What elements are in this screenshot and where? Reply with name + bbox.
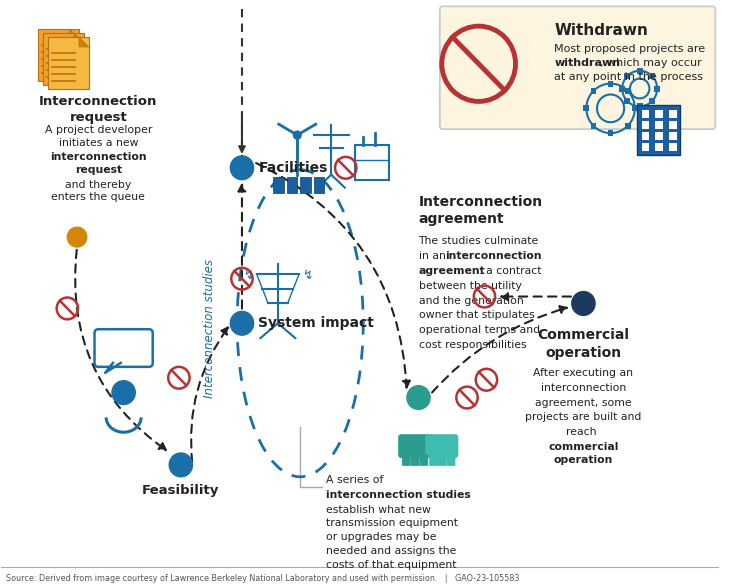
FancyBboxPatch shape xyxy=(642,121,650,129)
Text: System impact: System impact xyxy=(258,316,374,331)
Text: withdrawn: withdrawn xyxy=(554,58,620,68)
Text: interconnection studies: interconnection studies xyxy=(326,490,471,500)
Text: projects are built and: projects are built and xyxy=(525,413,642,423)
FancyBboxPatch shape xyxy=(420,454,428,466)
FancyBboxPatch shape xyxy=(637,103,642,110)
Text: agreement, some: agreement, some xyxy=(535,397,632,407)
Text: operational terms and: operational terms and xyxy=(419,325,539,335)
Circle shape xyxy=(67,227,87,247)
Text: ↯: ↯ xyxy=(243,269,254,282)
FancyBboxPatch shape xyxy=(273,177,283,193)
FancyBboxPatch shape xyxy=(583,105,589,111)
FancyBboxPatch shape xyxy=(642,110,650,118)
Text: Source: Derived from image courtesy of Lawrence Berkeley National Laboratory and: Source: Derived from image courtesy of L… xyxy=(6,574,519,583)
FancyBboxPatch shape xyxy=(649,98,655,104)
FancyBboxPatch shape xyxy=(655,143,663,151)
Circle shape xyxy=(230,311,254,335)
FancyBboxPatch shape xyxy=(669,121,676,129)
FancyBboxPatch shape xyxy=(591,123,596,129)
FancyBboxPatch shape xyxy=(48,37,89,88)
FancyBboxPatch shape xyxy=(429,454,438,466)
FancyBboxPatch shape xyxy=(669,132,676,140)
Circle shape xyxy=(407,386,430,410)
Circle shape xyxy=(230,156,254,180)
Text: interconnection: interconnection xyxy=(445,251,542,261)
Text: Interconnection studies: Interconnection studies xyxy=(204,259,217,398)
FancyBboxPatch shape xyxy=(440,6,716,129)
Text: ↯: ↯ xyxy=(302,269,312,282)
FancyBboxPatch shape xyxy=(655,132,663,140)
FancyBboxPatch shape xyxy=(286,177,297,193)
Text: and thereby
enters the queue: and thereby enters the queue xyxy=(52,180,145,203)
Circle shape xyxy=(112,381,135,404)
Text: interconnection
request: interconnection request xyxy=(50,152,147,175)
Circle shape xyxy=(572,292,595,315)
Text: at any point in the process: at any point in the process xyxy=(554,71,703,81)
Text: A project developer
initiates a new: A project developer initiates a new xyxy=(44,125,152,148)
Text: in an: in an xyxy=(419,251,449,261)
FancyBboxPatch shape xyxy=(411,454,420,466)
FancyBboxPatch shape xyxy=(649,73,655,79)
Text: costs of that equipment: costs of that equipment xyxy=(326,560,457,570)
FancyBboxPatch shape xyxy=(398,434,431,458)
FancyBboxPatch shape xyxy=(608,81,613,87)
FancyBboxPatch shape xyxy=(632,105,638,111)
FancyBboxPatch shape xyxy=(655,121,663,129)
FancyBboxPatch shape xyxy=(637,105,681,155)
Text: Interconnection
request: Interconnection request xyxy=(39,96,158,124)
FancyBboxPatch shape xyxy=(619,86,625,91)
FancyBboxPatch shape xyxy=(314,177,324,193)
FancyBboxPatch shape xyxy=(642,132,650,140)
FancyBboxPatch shape xyxy=(625,73,630,79)
FancyBboxPatch shape xyxy=(43,33,84,84)
Text: and the generation: and the generation xyxy=(419,295,523,305)
Circle shape xyxy=(293,131,301,139)
FancyBboxPatch shape xyxy=(608,130,613,136)
FancyBboxPatch shape xyxy=(591,88,596,94)
FancyBboxPatch shape xyxy=(625,98,630,104)
FancyBboxPatch shape xyxy=(669,143,676,151)
FancyBboxPatch shape xyxy=(425,434,458,458)
Text: After executing an: After executing an xyxy=(534,368,633,378)
Text: reach: reach xyxy=(566,427,600,437)
Text: establish what new: establish what new xyxy=(326,505,431,515)
Text: between the utility: between the utility xyxy=(419,281,522,291)
Text: The studies culminate: The studies culminate xyxy=(419,236,539,246)
Text: owner that stipulates: owner that stipulates xyxy=(419,311,534,321)
Text: A series of: A series of xyxy=(326,475,384,485)
Text: Facilities: Facilities xyxy=(258,161,328,175)
FancyBboxPatch shape xyxy=(669,110,676,118)
Text: transmission equipment: transmission equipment xyxy=(326,519,458,529)
FancyBboxPatch shape xyxy=(38,29,79,81)
Polygon shape xyxy=(74,33,84,43)
Polygon shape xyxy=(70,29,79,39)
Text: needed and assigns the: needed and assigns the xyxy=(326,546,457,556)
Text: commercial
operation: commercial operation xyxy=(548,442,619,465)
Text: agreement: agreement xyxy=(419,266,485,276)
Text: , which may occur: , which may occur xyxy=(600,58,702,68)
FancyBboxPatch shape xyxy=(402,454,411,466)
Text: Feasibility: Feasibility xyxy=(142,483,220,497)
FancyBboxPatch shape xyxy=(654,86,660,91)
FancyBboxPatch shape xyxy=(625,88,630,94)
Text: Withdrawn: Withdrawn xyxy=(554,23,648,38)
Text: Most proposed projects are: Most proposed projects are xyxy=(554,44,705,54)
Text: Interconnection
agreement: Interconnection agreement xyxy=(419,195,542,226)
Text: Commercial
operation: Commercial operation xyxy=(537,328,630,360)
FancyBboxPatch shape xyxy=(95,329,152,367)
Text: interconnection: interconnection xyxy=(541,383,626,393)
FancyBboxPatch shape xyxy=(300,177,311,193)
Text: or upgrades may be: or upgrades may be xyxy=(326,532,437,542)
FancyBboxPatch shape xyxy=(438,454,447,466)
FancyBboxPatch shape xyxy=(447,454,455,466)
FancyBboxPatch shape xyxy=(637,68,642,74)
Text: cost responsibilities: cost responsibilities xyxy=(419,340,526,350)
FancyBboxPatch shape xyxy=(625,123,630,129)
Circle shape xyxy=(169,453,192,477)
Polygon shape xyxy=(79,37,89,47)
FancyBboxPatch shape xyxy=(655,110,663,118)
Text: : a contract: : a contract xyxy=(479,266,541,276)
FancyBboxPatch shape xyxy=(642,143,650,151)
